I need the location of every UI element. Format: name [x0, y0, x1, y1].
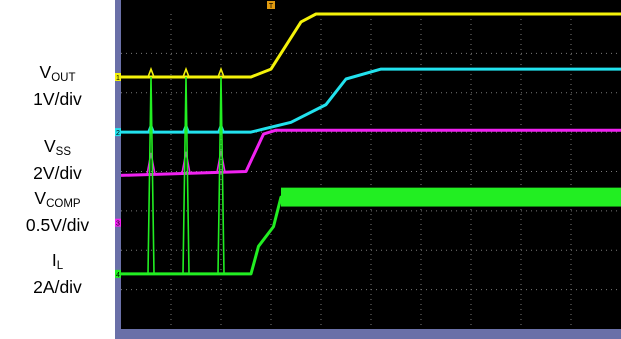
label-il: IL 2A/div	[0, 250, 115, 298]
trace-vcomp-spike	[146, 152, 156, 175]
label-vout-sub: OUT	[51, 72, 76, 84]
trace-il-spike	[147, 76, 155, 274]
channel-marker-ch1	[115, 73, 121, 81]
label-il-sub: L	[56, 260, 64, 272]
trace-vout	[121, 12, 621, 79]
channel-marker-label-ch4: 4	[116, 272, 120, 279]
label-il-main: I	[51, 250, 57, 270]
oscilloscope-display: T 1 2 3 4	[115, 0, 621, 339]
label-vcomp-main: V	[34, 188, 47, 208]
trace-vout-spike	[217, 66, 225, 78]
label-vss-sub: SS	[55, 146, 72, 158]
channel-marker-label-ch2: 2	[116, 130, 120, 137]
trace-il-spike	[182, 76, 190, 274]
scope-side-panel	[115, 0, 121, 339]
trace-vout-spike	[147, 66, 155, 78]
label-vout-main: V	[39, 62, 52, 82]
channel-marker-label-ch3: 3	[116, 221, 120, 228]
label-vss-main: V	[43, 136, 56, 156]
channel-marker-ch3	[115, 218, 121, 227]
label-vcomp-sub: COMP	[46, 198, 81, 210]
label-vss: VSS 2V/div	[0, 136, 115, 184]
trace-vcomp-spike	[181, 151, 191, 174]
scope-svg: T 1 2 3 4	[115, 0, 621, 339]
trace-il-ripple	[281, 187, 621, 207]
trace-vcomp-spike	[216, 150, 226, 173]
label-vcomp: VCOMP 0.5V/div	[0, 188, 115, 236]
scope-markers: T 1 2 3 4	[115, 1, 275, 279]
scope-bottom-bar	[115, 329, 621, 339]
trace-il-spike	[217, 76, 225, 274]
scope-traces	[120, 12, 621, 276]
trace-vss	[121, 67, 621, 134]
channel-marker-label-ch1: 1	[116, 75, 120, 82]
label-vout-scale: 1V/div	[33, 89, 82, 109]
label-vout: VOUT 1V/div	[0, 62, 115, 110]
label-il-scale: 2A/div	[33, 277, 82, 297]
trigger-marker	[267, 1, 275, 9]
trigger-marker-label: T	[269, 3, 274, 10]
label-vss-scale: 2V/div	[33, 163, 82, 183]
scope-grid	[121, 14, 621, 329]
channel-marker-ch4	[115, 269, 121, 278]
trace-vout-spike	[182, 66, 190, 78]
trace-vcomp	[120, 128, 621, 177]
label-vcomp-scale: 0.5V/div	[25, 215, 90, 235]
channel-marker-ch2	[115, 128, 121, 137]
